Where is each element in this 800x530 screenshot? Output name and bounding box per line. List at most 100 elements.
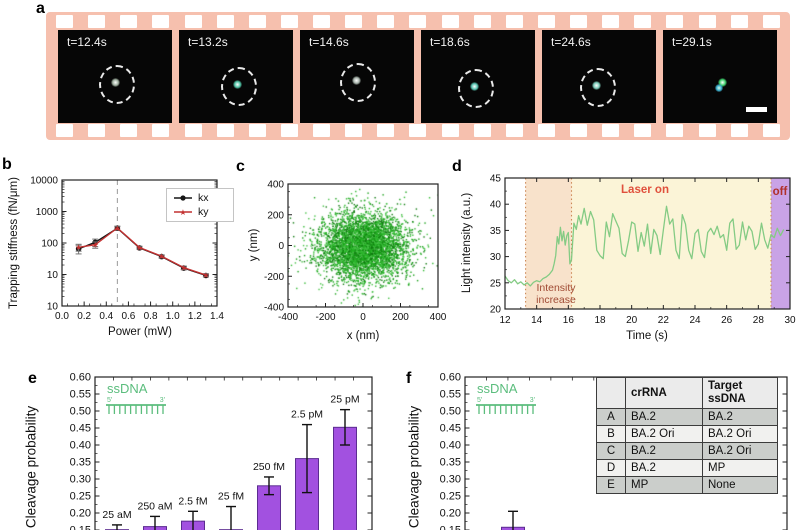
sprocket-hole (152, 15, 170, 28)
sprocket-hole (698, 124, 716, 137)
axis-tick-label: 25 aM (102, 509, 131, 521)
table-cell: BA.2 (625, 408, 703, 426)
axis-tick-label: 3' (530, 397, 535, 404)
b-y-axis-title: Trapping stiffness (fN/μm) (8, 177, 20, 309)
sprocket-hole (345, 124, 363, 137)
frame-timestamp: t=12.4s (67, 35, 107, 49)
axis-tick-label: ★ (136, 243, 143, 252)
sprocket-hole (313, 15, 330, 28)
axis-tick-label: 0.45 (70, 423, 91, 435)
axis-tick-label: 30 (490, 252, 502, 263)
axis-tick-label: 5' (477, 397, 482, 404)
table-cell: None (702, 476, 778, 494)
laser-on-annotation: Laser on (621, 184, 669, 196)
sprocket-hole (570, 124, 587, 137)
panel-label-e: e (28, 370, 37, 387)
frame-timestamp: t=13.2s (188, 35, 228, 49)
axis-tick-label: ★ (75, 243, 82, 252)
sprocket-hole (537, 124, 555, 137)
xy-scatter-cloud (288, 184, 438, 307)
panel-label-c: c (236, 158, 245, 175)
table-cell: MP (702, 459, 778, 477)
axis-tick-label: 2.5 fM (178, 495, 207, 507)
kx-marker-icon (174, 195, 192, 201)
axis-tick-label: 18 (594, 315, 606, 325)
panel-label-a: a (36, 0, 45, 17)
laser-off-annotation: off (772, 186, 788, 198)
axis-tick-label: 0.15 (70, 525, 91, 530)
axis-tick-label: 400 (430, 312, 447, 323)
intensity-increase-annotation: Intensity increase (536, 282, 576, 306)
f-ssdna-schematic-icon: 5' 3' (476, 397, 536, 414)
video-frame: t=24.6s (542, 30, 656, 123)
sprocket-hole (377, 15, 395, 28)
sprocket-hole (762, 15, 780, 28)
axis-tick-label: 0.30 (440, 474, 461, 486)
axis-tick-label: ★ (92, 241, 99, 250)
trapped-particle-dot (715, 84, 723, 92)
axis-tick-label: 10000 (30, 176, 58, 187)
sprocket-hole (88, 15, 106, 28)
table-cell: E (596, 476, 626, 494)
axis-tick-label: ★ (202, 271, 209, 280)
video-frame: t=14.6s (300, 30, 414, 123)
axis-tick-label: 250 fM (253, 461, 285, 473)
xy-position-plot: 400 200 0 -200 -400-400 -200 0 200 400 (264, 180, 447, 324)
c-x-axis-title: x (nm) (346, 330, 380, 342)
trapped-particle-dot (352, 76, 361, 85)
sprocket-hole (120, 124, 138, 137)
table-cell: BA.2 Ori (702, 425, 778, 443)
axis-tick-label: 25 fM (218, 491, 244, 503)
sprocket-hole (602, 15, 620, 28)
sprocket-hole (602, 124, 620, 137)
sprocket-hole (248, 15, 266, 28)
frame-timestamp: t=24.6s (551, 35, 591, 49)
axis-tick-label: 0.35 (70, 457, 91, 469)
e-ssdna-schematic-icon: 5' 3' (106, 397, 166, 414)
sprocket-hole (120, 15, 138, 28)
axis-tick-label: 25 (490, 278, 502, 289)
trapped-particle-dot (233, 80, 242, 89)
table-cell: BA.2 Ori (625, 425, 703, 443)
table-cell: MP (625, 476, 703, 494)
sprocket-hole (730, 15, 748, 28)
trapped-particle-dot (111, 78, 120, 87)
film-sprocket-row-bottom (56, 124, 780, 137)
b-x-axis-title: Power (mW) (108, 326, 172, 338)
sprocket-hole (56, 124, 73, 137)
axis-tick-label: 0.15 (440, 525, 461, 530)
sprocket-hole (473, 124, 491, 137)
sprocket-hole (666, 15, 684, 28)
axis-tick-label: 0.40 (70, 440, 91, 452)
trap-region-circle (221, 67, 257, 106)
film-frames: t=12.4s t=13.2s t=14.6s t=18.6s t=24.6s t=29.… (58, 30, 777, 123)
axis-tick-label: ★ (114, 224, 121, 233)
table-cell: A (596, 408, 626, 426)
sprocket-hole (505, 124, 523, 137)
panel-label-b: b (2, 156, 12, 173)
axis-tick-label: 14 (531, 315, 543, 325)
table-cell: C (596, 442, 626, 460)
cleavage-probability-bar-chart: 0.60 0.55 0.50 0.45 0.40 0.35 0.30 0.25 0.20 0.15… (70, 372, 373, 530)
sprocket-hole (216, 15, 234, 28)
sprocket-hole (56, 15, 73, 28)
axis-tick-label: 22 (658, 315, 670, 325)
trapped-particle-dot (718, 78, 727, 87)
axis-tick-label: 0.0 (55, 311, 69, 322)
sprocket-hole (634, 124, 652, 137)
trapped-particle-dot (592, 81, 601, 90)
axis-tick-label: -400 (264, 303, 284, 314)
trap-region-circle (99, 65, 135, 104)
video-frame: t=12.4s (58, 30, 172, 123)
table-cell: D (596, 459, 626, 477)
video-frame: t=13.2s (179, 30, 293, 123)
panel-label-f: f (406, 370, 412, 387)
axis-tick-label: 0.6 (121, 311, 135, 322)
axis-tick-label: 1.2 (188, 311, 202, 322)
table-header-cell (596, 377, 626, 409)
axis-tick-label: 200 (267, 210, 284, 221)
film-sprocket-row-top (56, 15, 780, 28)
sprocket-hole (505, 15, 523, 28)
